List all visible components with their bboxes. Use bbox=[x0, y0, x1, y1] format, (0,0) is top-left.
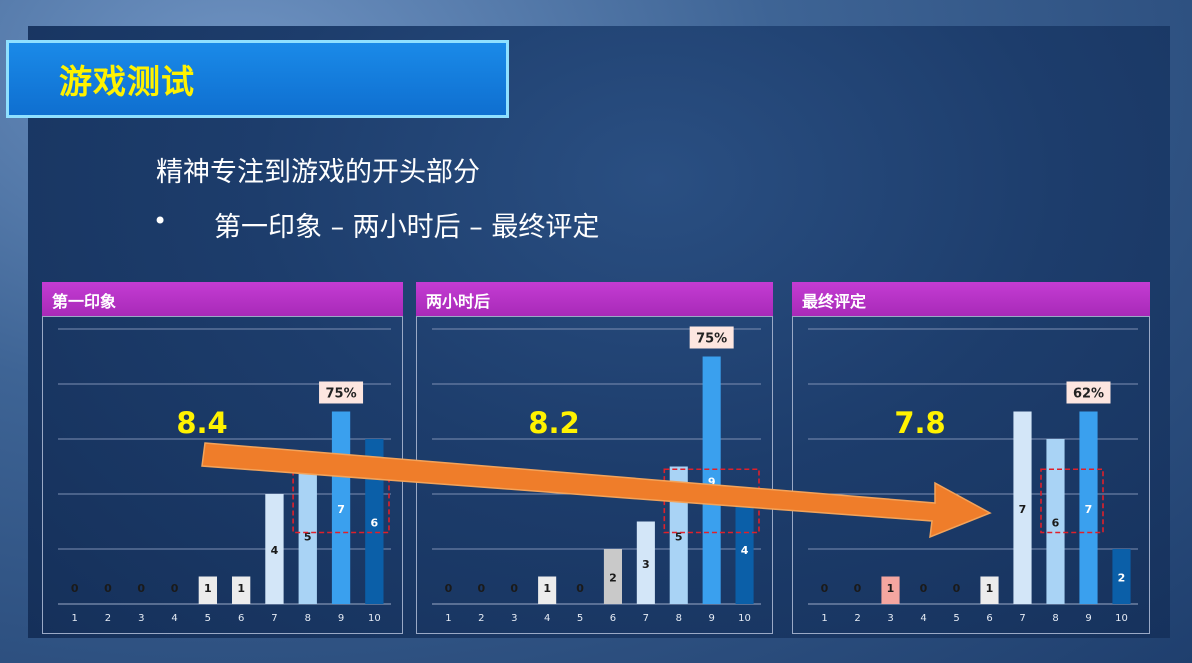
bar bbox=[980, 576, 999, 604]
bar-value-label: 0 bbox=[854, 582, 862, 595]
bar bbox=[1046, 439, 1065, 604]
x-tick-label: 10 bbox=[1115, 613, 1128, 624]
bar-value-label: 0 bbox=[137, 582, 145, 595]
bullet-marker: • bbox=[153, 207, 168, 235]
bar-value-label: 1 bbox=[543, 582, 551, 595]
x-tick-label: 6 bbox=[238, 613, 244, 624]
x-tick-label: 7 bbox=[271, 613, 277, 624]
chart-panel-two-hours: 两小时后 0 1 0 2 0 3 1 4 0 5 2 6 3 7 5 8 9 9 4 10 75% 8.2 bbox=[416, 282, 773, 634]
chart-header: 最终评定 bbox=[792, 282, 1150, 316]
slide-subtitle: 精神专注到游戏的开头部分 bbox=[156, 157, 480, 188]
x-tick-label: 10 bbox=[368, 613, 381, 624]
bar-value-label: 0 bbox=[71, 582, 79, 595]
average-score-label: 7.8 bbox=[894, 406, 945, 440]
x-tick-label: 3 bbox=[138, 613, 144, 624]
x-tick-label: 9 bbox=[708, 613, 714, 624]
bar bbox=[1013, 411, 1032, 604]
bar bbox=[1079, 411, 1098, 604]
bar-value-label: 7 bbox=[1019, 503, 1027, 516]
x-tick-label: 4 bbox=[544, 613, 550, 624]
chart-title: 最终评定 bbox=[802, 292, 867, 311]
x-tick-label: 1 bbox=[445, 613, 451, 624]
bar-value-label: 0 bbox=[171, 582, 179, 595]
bar bbox=[231, 576, 251, 604]
bar-value-label: 4 bbox=[741, 544, 749, 557]
bar bbox=[636, 521, 655, 604]
x-tick-label: 2 bbox=[478, 613, 484, 624]
bar-value-label: 7 bbox=[337, 503, 345, 516]
bar-value-label: 6 bbox=[371, 517, 379, 530]
bar-value-label: 1 bbox=[204, 582, 212, 595]
bar-value-label: 6 bbox=[1052, 517, 1060, 530]
bar-value-label: 7 bbox=[1085, 503, 1093, 516]
bar bbox=[603, 549, 622, 604]
x-tick-label: 2 bbox=[105, 613, 111, 624]
chart-title: 两小时后 bbox=[426, 292, 491, 311]
x-tick-label: 1 bbox=[71, 613, 77, 624]
bar-value-label: 9 bbox=[708, 475, 716, 488]
x-tick-label: 10 bbox=[738, 613, 751, 624]
bar-value-label: 0 bbox=[104, 582, 112, 595]
x-tick-label: 4 bbox=[171, 613, 177, 624]
percent-label-box bbox=[319, 381, 364, 404]
bar bbox=[881, 576, 900, 604]
slide-title: 游戏测试 bbox=[59, 62, 195, 101]
percent-label: 75% bbox=[325, 387, 356, 402]
x-tick-label: 6 bbox=[610, 613, 616, 624]
chart-panel-first-impression: 第一印象 0 1 0 2 0 3 0 4 1 5 1 6 4 7 5 8 7 9 6 10 75% 8.4 bbox=[42, 282, 403, 634]
bar-value-label: 1 bbox=[237, 582, 245, 595]
bar bbox=[198, 576, 218, 604]
chart-title: 第一印象 bbox=[52, 292, 117, 311]
bar-value-label: 3 bbox=[642, 558, 650, 571]
bullet-text: 第一印象 – 两小时后 – 最终评定 bbox=[214, 212, 600, 243]
x-tick-label: 5 bbox=[577, 613, 583, 624]
x-tick-label: 8 bbox=[305, 613, 311, 624]
x-tick-label: 8 bbox=[1052, 613, 1058, 624]
x-tick-label: 5 bbox=[953, 613, 959, 624]
bar-value-label: 0 bbox=[445, 582, 453, 595]
bar-value-label: 2 bbox=[1118, 572, 1126, 585]
x-tick-label: 2 bbox=[854, 613, 860, 624]
percent-label: 62% bbox=[1073, 387, 1104, 402]
chart-header: 第一印象 bbox=[42, 282, 403, 316]
bar-value-label: 2 bbox=[609, 572, 617, 585]
highlight-box bbox=[1040, 468, 1104, 534]
bar-value-label: 0 bbox=[576, 582, 584, 595]
x-tick-label: 9 bbox=[1085, 613, 1091, 624]
bar-value-label: 0 bbox=[478, 582, 486, 595]
bar-value-label: 0 bbox=[510, 582, 518, 595]
percent-label-box bbox=[689, 326, 734, 349]
x-tick-label: 8 bbox=[676, 613, 682, 624]
x-tick-label: 4 bbox=[920, 613, 926, 624]
x-tick-label: 3 bbox=[887, 613, 893, 624]
x-tick-label: 3 bbox=[511, 613, 517, 624]
percent-label: 75% bbox=[696, 332, 727, 347]
x-tick-label: 6 bbox=[986, 613, 992, 624]
title-bar: 游戏测试 bbox=[6, 40, 509, 118]
x-tick-label: 1 bbox=[821, 613, 827, 624]
chart-panel-final-rating: 最终评定 0 1 0 2 1 3 0 4 0 5 1 6 7 7 6 8 7 9 2 10 62% 7.8 bbox=[792, 282, 1150, 634]
bar-value-label: 0 bbox=[920, 582, 928, 595]
bar-value-label: 1 bbox=[887, 582, 895, 595]
bar-value-label: 0 bbox=[953, 582, 961, 595]
bar-value-label: 0 bbox=[821, 582, 829, 595]
bar-value-label: 1 bbox=[986, 582, 994, 595]
bar bbox=[538, 576, 557, 604]
x-tick-label: 9 bbox=[338, 613, 344, 624]
x-tick-label: 7 bbox=[643, 613, 649, 624]
x-tick-label: 5 bbox=[205, 613, 211, 624]
average-score-label: 8.4 bbox=[176, 406, 227, 440]
chart-header: 两小时后 bbox=[416, 282, 773, 316]
bar bbox=[1112, 549, 1131, 604]
x-tick-label: 7 bbox=[1019, 613, 1025, 624]
percent-label-box bbox=[1066, 381, 1111, 404]
average-score-label: 8.2 bbox=[528, 406, 579, 440]
bar-value-label: 4 bbox=[271, 544, 279, 557]
